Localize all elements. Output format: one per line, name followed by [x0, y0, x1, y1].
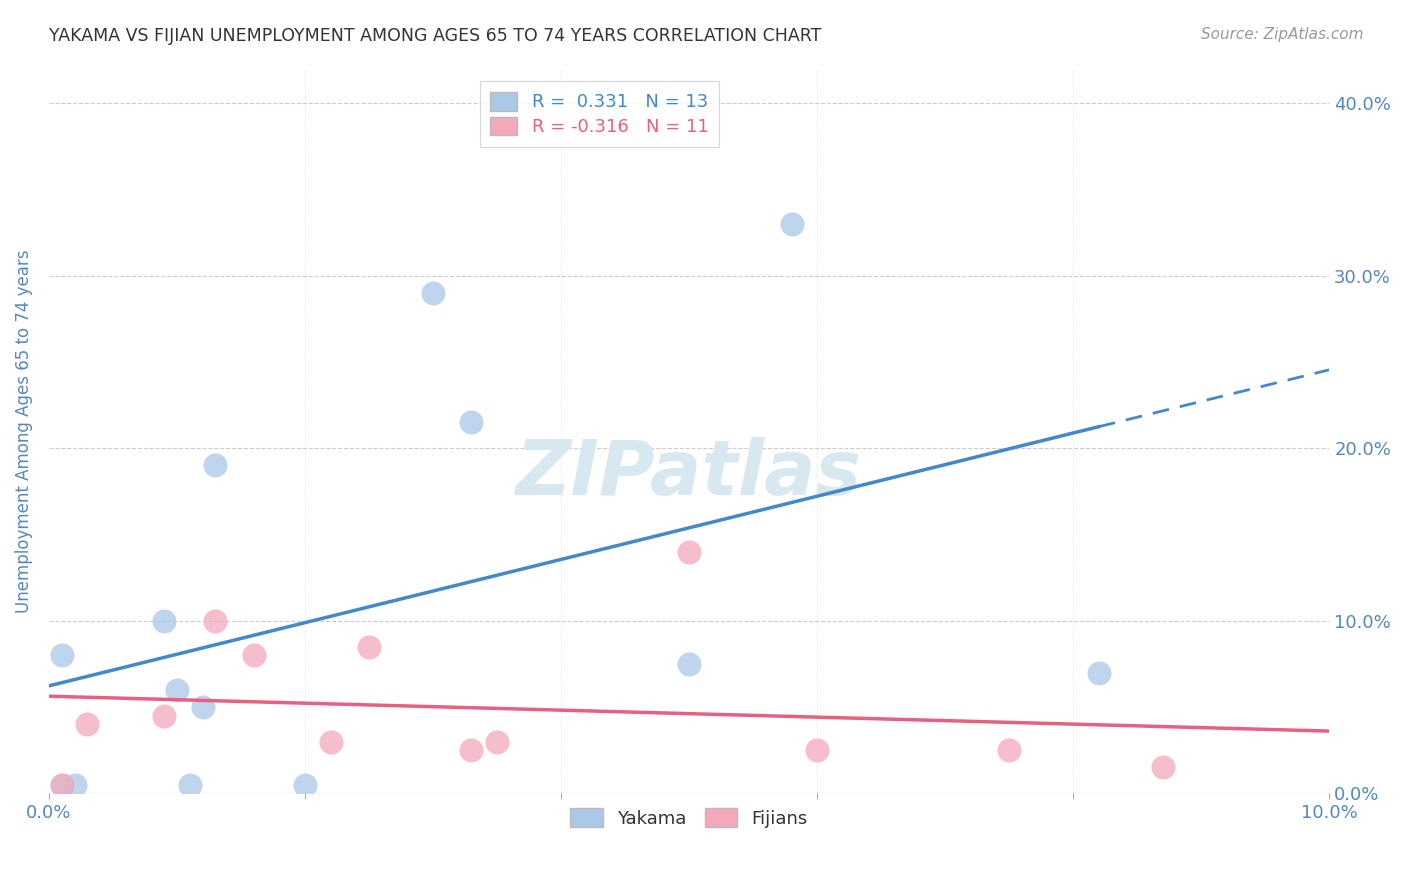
Point — [780, 217, 803, 231]
Point — [319, 734, 342, 748]
Point — [460, 415, 482, 429]
Y-axis label: Unemployment Among Ages 65 to 74 years: Unemployment Among Ages 65 to 74 years — [15, 249, 32, 613]
Point — [191, 700, 214, 714]
Point — [153, 708, 176, 723]
Point — [678, 657, 700, 671]
Point — [460, 743, 482, 757]
Point — [486, 734, 509, 748]
Point — [166, 682, 188, 697]
Point — [204, 458, 226, 473]
Point — [243, 648, 266, 663]
Point — [678, 545, 700, 559]
Legend: Yakama, Fijians: Yakama, Fijians — [564, 801, 815, 835]
Point — [806, 743, 828, 757]
Point — [1088, 665, 1111, 680]
Point — [51, 648, 73, 663]
Point — [998, 743, 1021, 757]
Point — [63, 778, 86, 792]
Point — [51, 778, 73, 792]
Text: Source: ZipAtlas.com: Source: ZipAtlas.com — [1201, 27, 1364, 42]
Point — [204, 614, 226, 628]
Point — [1152, 760, 1174, 774]
Point — [76, 717, 98, 731]
Point — [179, 778, 201, 792]
Point — [357, 640, 380, 654]
Text: ZIPatlas: ZIPatlas — [516, 437, 862, 511]
Point — [294, 778, 316, 792]
Point — [153, 614, 176, 628]
Text: YAKAMA VS FIJIAN UNEMPLOYMENT AMONG AGES 65 TO 74 YEARS CORRELATION CHART: YAKAMA VS FIJIAN UNEMPLOYMENT AMONG AGES… — [49, 27, 821, 45]
Point — [51, 778, 73, 792]
Point — [422, 285, 444, 300]
